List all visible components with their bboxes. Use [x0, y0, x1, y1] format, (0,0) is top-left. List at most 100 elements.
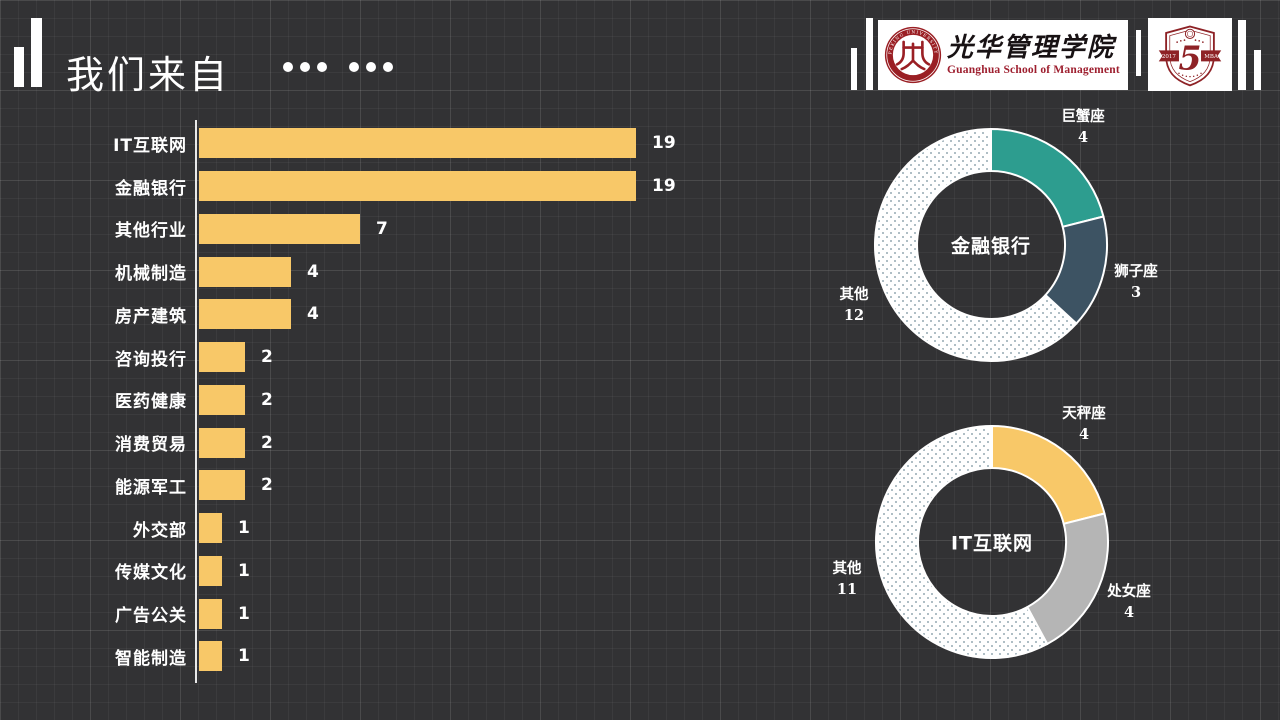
anniversary-badge-box: 2017 MBA 5	[1148, 18, 1232, 91]
dot-icon	[283, 62, 293, 72]
bar	[199, 470, 245, 501]
bar-category-label: 咨询投行	[115, 349, 187, 370]
school-name-english: Guanghua School of Management	[947, 63, 1120, 76]
badge-number: 5	[1178, 38, 1201, 77]
bar-row: 广告公关 1	[75, 592, 676, 635]
bar	[199, 342, 245, 373]
dot-icon	[300, 62, 310, 72]
accent-bars-icon	[1238, 20, 1246, 90]
dot-icon	[383, 62, 393, 72]
bar-category-label: 广告公关	[115, 606, 187, 627]
peking-university-seal-icon: PEKING UNIVERSITY 1898	[884, 26, 942, 84]
accent-bars-icon	[851, 48, 857, 90]
bar-category-label: IT互联网	[113, 135, 187, 156]
bar-value-label: 2	[261, 432, 273, 453]
bar	[199, 213, 360, 244]
bar	[199, 171, 636, 202]
guanghua-logo: PEKING UNIVERSITY 1898 光华管理学院 Guanghua S…	[878, 20, 1128, 90]
page-title: 我们来自	[66, 53, 231, 97]
bar-row: IT互联网 19	[75, 122, 676, 165]
badge-bottom-dots	[1178, 72, 1202, 77]
bar-category-label: 智能制造	[115, 648, 187, 669]
seal-monogram	[895, 40, 931, 71]
bar-category-label: 机械制造	[115, 264, 187, 285]
accent-bars-icon	[14, 47, 24, 87]
bar-category-label: 其他行业	[115, 221, 187, 242]
bar-row: 其他行业 7	[75, 208, 676, 251]
bar-value-label: 1	[238, 603, 250, 624]
donut-slice-label: 其他 12	[839, 285, 869, 324]
bar-chart: IT互联网 19 金融银行 19 其他行业 7 机械制造 4 房产建筑 4 咨询投行 2 医药健康 2 消费…	[75, 122, 676, 678]
bar-category-label: 外交部	[133, 520, 187, 541]
bar	[199, 513, 222, 544]
donut-slice-label: 其他 11	[832, 559, 862, 598]
bar-category-label: 金融银行	[115, 178, 187, 199]
dot-icon	[317, 62, 327, 72]
bar-value-label: 2	[261, 389, 273, 410]
bar-value-label: 19	[652, 176, 676, 197]
bar-row: 消费贸易 2	[75, 421, 676, 464]
donut-slice	[1026, 512, 1109, 646]
bar-row: 咨询投行 2	[75, 336, 676, 379]
accent-bars-icon	[1136, 30, 1141, 76]
accent-bars-icon	[31, 18, 42, 87]
seal-year-text: 1898	[902, 65, 922, 74]
bar	[199, 384, 245, 415]
bar-chart-axis	[195, 120, 197, 683]
donut-center-label: 金融银行	[950, 235, 1032, 258]
donut-center-label: IT互联网	[950, 532, 1034, 555]
anniversary-badge-icon: 2017 MBA 5	[1158, 25, 1222, 86]
accent-bars-icon	[866, 18, 873, 90]
badge-ribbon-left-text: 2017	[1162, 54, 1176, 60]
bar-row: 医药健康 2	[75, 379, 676, 422]
donut-slice-label: 狮子座 3	[1114, 262, 1158, 301]
bar-value-label: 2	[261, 475, 273, 496]
donut-slice-label: 天秤座 4	[1062, 404, 1106, 443]
bar-category-label: 医药健康	[115, 392, 187, 413]
bar	[199, 299, 291, 330]
bar-value-label: 7	[376, 218, 388, 239]
bar-row: 金融银行 19	[75, 165, 676, 208]
bar-row: 智能制造 1	[75, 635, 676, 678]
bar-category-label: 能源军工	[115, 477, 187, 498]
donut-slice-label: 处女座 4	[1107, 582, 1151, 621]
bar-category-label: 传媒文化	[115, 563, 187, 584]
school-name-calligraphy: 光华管理学院	[947, 33, 1116, 64]
bar-value-label: 1	[238, 560, 250, 581]
bar-row: 传媒文化 1	[75, 550, 676, 593]
bar	[199, 598, 222, 629]
bar-row: 机械制造 4	[75, 250, 676, 293]
bar-value-label: 2	[261, 347, 273, 368]
bar-value-label: 1	[238, 646, 250, 667]
donut-svg	[875, 425, 1109, 659]
donut-svg	[874, 128, 1108, 362]
badge-ribbon-right-text: MBA	[1204, 54, 1219, 60]
bar-value-label: 4	[307, 304, 319, 325]
donut-chart-finance: 金融银行 巨蟹座 4 狮子座 3 其他 12	[821, 75, 1161, 415]
donut-slice	[875, 425, 1049, 659]
accent-bars-icon	[1254, 50, 1261, 90]
donut-slice-label: 巨蟹座 4	[1061, 107, 1105, 146]
badge-dotted-arc	[1176, 38, 1204, 43]
ellipsis-dots-icon	[283, 62, 393, 72]
dot-icon	[366, 62, 376, 72]
bar	[199, 128, 636, 159]
bar-value-label: 4	[307, 261, 319, 282]
bar-chart-rows: IT互联网 19 金融银行 19 其他行业 7 机械制造 4 房产建筑 4 咨询投行 2 医药健康 2 消费…	[75, 122, 676, 678]
bar	[199, 256, 291, 287]
bar-value-label: 19	[652, 133, 676, 154]
dot-icon	[349, 62, 359, 72]
bar-row: 能源军工 2	[75, 464, 676, 507]
bar-row: 房产建筑 4	[75, 293, 676, 336]
donut-slice	[874, 128, 1078, 362]
bar	[199, 555, 222, 586]
bar-row: 外交部 1	[75, 507, 676, 550]
bar	[199, 427, 245, 458]
bar	[199, 641, 222, 672]
bar-category-label: 消费贸易	[115, 435, 187, 456]
svg-text:1898: 1898	[902, 65, 924, 74]
bar-value-label: 1	[238, 518, 250, 539]
donut-chart-it: IT互联网 天秤座 4 处女座 4 其他 11	[822, 372, 1162, 712]
bar-category-label: 房产建筑	[115, 306, 187, 327]
